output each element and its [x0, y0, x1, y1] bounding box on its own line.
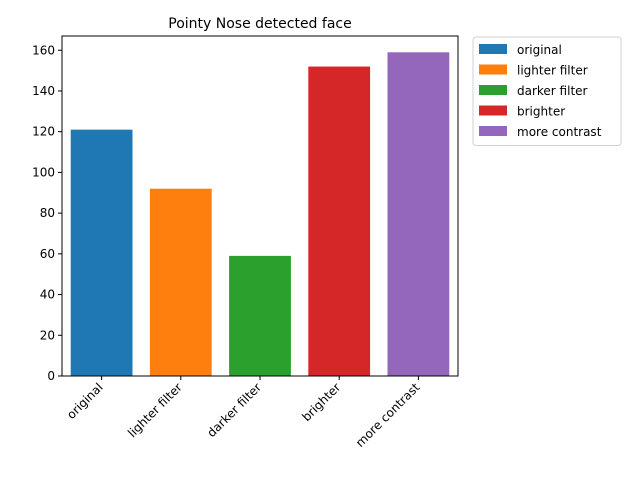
bar-original	[70, 129, 133, 376]
legend-swatch	[479, 44, 507, 54]
legend-label: brighter	[517, 105, 565, 119]
legend-frame	[472, 36, 622, 146]
y-tick-label: 100	[32, 165, 55, 179]
bars-group	[70, 52, 450, 377]
bar-darker-filter	[229, 255, 291, 376]
y-tick-label: 40	[40, 288, 55, 302]
y-tick-label: 140	[32, 84, 55, 98]
legend-label: lighter filter	[517, 64, 588, 78]
y-tick-label: 120	[32, 125, 55, 139]
y-tick-label: 60	[40, 247, 55, 261]
legend-label: more contrast	[517, 125, 602, 139]
x-tick-label: darker filter	[204, 380, 264, 440]
bar-more-contrast	[387, 52, 450, 377]
x-tick-label: more contrast	[353, 380, 423, 450]
legend-label: darker filter	[517, 84, 588, 98]
y-tick-label: 20	[40, 328, 55, 342]
legend-swatch	[479, 64, 507, 75]
bar-lighter-filter	[149, 188, 212, 376]
legend-label: original	[517, 43, 562, 57]
legend: original lighter filter darker filter brigh…	[472, 36, 622, 146]
chart-title: Pointy Nose detected face	[168, 16, 351, 32]
legend-swatch	[479, 85, 507, 95]
y-tick-label: 160	[32, 43, 55, 57]
y-tick-label: 80	[40, 206, 55, 220]
y-ticks-group: 0 20 40 60 80 100 120 140 160	[32, 43, 62, 383]
x-tick-label: brighter	[299, 380, 343, 424]
x-tick-label: lighter filter	[125, 380, 185, 440]
x-tick-label: original	[64, 380, 106, 422]
legend-swatch	[479, 105, 507, 116]
bar-brighter	[308, 66, 371, 376]
x-ticks-group: original lighter filter darker filter brigh…	[64, 376, 423, 450]
y-tick-label: 0	[47, 369, 55, 383]
legend-swatch	[479, 126, 507, 136]
